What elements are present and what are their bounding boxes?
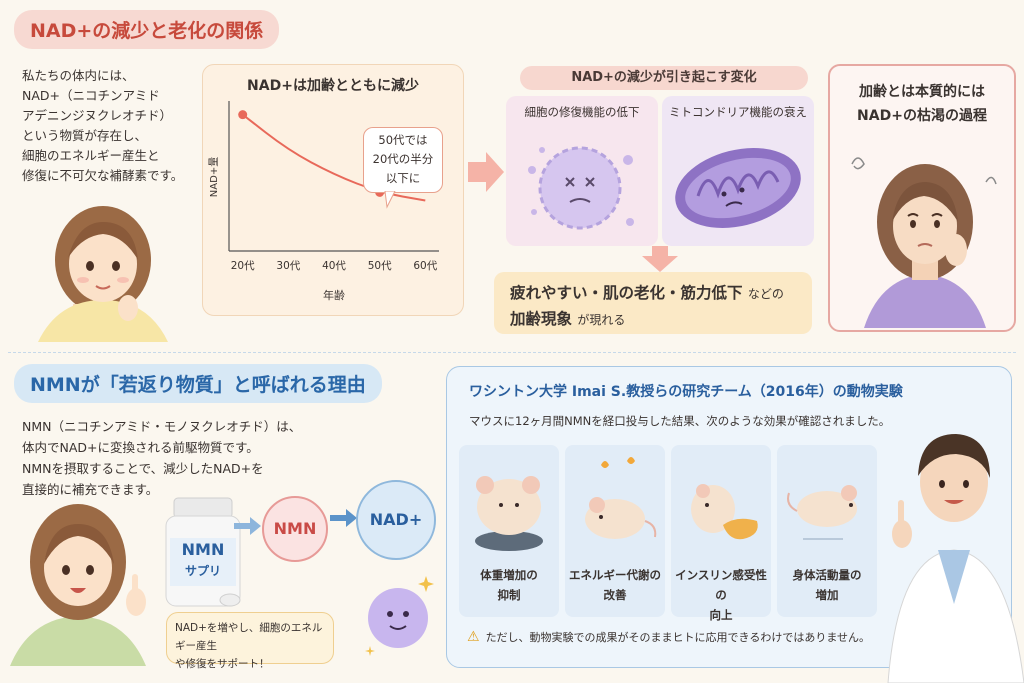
callout-pointer bbox=[384, 191, 396, 209]
nmn-line: 直接的に補充できます。 bbox=[22, 482, 159, 497]
result-line-2: 抑制 bbox=[497, 588, 521, 602]
happy-cell-icon bbox=[365, 576, 434, 656]
effects-aging: 加齢現象 bbox=[510, 310, 573, 328]
intro-text: 私たちの体内には、 NAD+（ニコチンアミド アデニンジヌクレオチド） という物質が存… bbox=[22, 66, 212, 186]
result-line-1: 体重増加の bbox=[480, 568, 538, 582]
mouse-pancreas-icon bbox=[691, 484, 758, 540]
study-subtitle: マウスに12ヶ月間NMNを経口投与した結果、次のような効果が確認されました。 bbox=[469, 414, 891, 428]
callout-line-3: 以下に bbox=[385, 171, 421, 185]
result-line-1: エネルギー代謝の bbox=[569, 568, 661, 582]
intro-line: 細胞のエネルギー産生と bbox=[22, 148, 160, 163]
nmn-line: NMN（ニコチンアミド・モノヌクレオチド）は、 bbox=[22, 419, 302, 434]
aging-essence-text: 加齢とは本質的には NAD+の枯渇の過程 bbox=[830, 80, 1014, 128]
warning-icon: ⚠ bbox=[467, 629, 480, 645]
nmn-line: NMNを摂取することで、減少したNAD+を bbox=[22, 461, 264, 476]
x-tick-label: 20代 bbox=[231, 260, 255, 272]
arrow-right-icon bbox=[234, 517, 261, 535]
worried-woman-illustration bbox=[851, 157, 997, 328]
intro-line: NAD+（ニコチンアミド bbox=[22, 88, 160, 103]
bottle-label-nmn: NMN bbox=[181, 540, 225, 559]
result-line-2: 向上 bbox=[709, 608, 733, 622]
study-warning: ⚠ ただし、動物実験での成果がそのままヒトに応用できるわけではありません。 bbox=[467, 629, 870, 645]
x-tick-label: 40代 bbox=[322, 260, 346, 272]
effects-line-2: 加齢現象 が現れる bbox=[510, 307, 625, 329]
result-line-2: 改善 bbox=[603, 588, 627, 602]
callout-line-2: 20代の半分 bbox=[372, 152, 434, 166]
nad-circle: NAD+ bbox=[356, 480, 436, 560]
result-label: エネルギー代謝の 改善 bbox=[565, 565, 665, 605]
intro-line: 私たちの体内には、 bbox=[22, 68, 135, 83]
result-line-2: 増加 bbox=[815, 588, 839, 602]
doctor-illustration bbox=[887, 434, 1024, 683]
nmn-circle: NMN bbox=[262, 496, 328, 562]
speech-bubble: NAD+を増やし、細胞のエネルギー産生 や修復をサポート！ bbox=[166, 612, 334, 670]
aging-line-1: 加齢とは本質的には bbox=[859, 84, 985, 100]
effects-suffix-2: が現れる bbox=[577, 313, 626, 327]
chart-title: NAD+は加齢とともに減少 bbox=[247, 78, 419, 94]
effects-line-1: 疲れやすい・肌の老化・筋力低下 などの bbox=[510, 281, 784, 303]
nmn-bottle-illustration bbox=[165, 497, 241, 607]
nmn-description: NMN（ニコチンアミド・モノヌクレオチド）は、 体内でNAD+に変換される前駆物質… bbox=[22, 416, 352, 500]
intro-line: アデニンジヌクレオチド） bbox=[22, 108, 173, 123]
speech-line-1: NAD+を増やし、細胞のエネルギー産生 bbox=[175, 622, 323, 652]
study-title: ワシントン大学 Imai S.教授らの研究チーム（2016年）の動物実験 bbox=[469, 384, 903, 400]
speech-line-2: や修復をサポート！ bbox=[175, 658, 270, 670]
result-line-1: インスリン感受性の bbox=[675, 568, 767, 602]
result-energy: エネルギー代謝の 改善 bbox=[565, 445, 665, 617]
cell-repair-label: 細胞の修復機能の低下 bbox=[524, 105, 640, 119]
result-weight: 体重増加の 抑制 bbox=[459, 445, 559, 617]
mitochondria-label: ミトコンドリア機能の衰え bbox=[669, 105, 807, 119]
highlight-point bbox=[238, 110, 248, 120]
arrow-right-icon bbox=[330, 509, 357, 527]
warning-text: ただし、動物実験での成果がそのままヒトに応用できるわけではありません。 bbox=[485, 631, 871, 644]
girl-pointing-illustration bbox=[10, 504, 146, 666]
x-tick-label: 30代 bbox=[276, 260, 300, 272]
x-tick-label: 60代 bbox=[413, 260, 437, 272]
girl-thinking-illustration bbox=[38, 206, 168, 342]
intro-line: 修復に不可欠な補酵素です。 bbox=[22, 168, 184, 183]
mouse-scale-icon bbox=[475, 476, 543, 551]
section-divider bbox=[8, 352, 1016, 353]
result-activity: 身体活動量の 増加 bbox=[777, 445, 877, 617]
result-label: 体重増加の 抑制 bbox=[459, 565, 559, 605]
result-line-1: 身体活動量の bbox=[792, 568, 862, 582]
arrow-down-icon bbox=[642, 246, 678, 272]
aging-line-2: NAD+の枯渇の過程 bbox=[857, 108, 987, 124]
result-label: 身体活動量の 増加 bbox=[777, 565, 877, 605]
intro-line: という物質が存在し、 bbox=[22, 128, 148, 143]
cell-repair-box: 細胞の修復機能の低下 bbox=[506, 96, 658, 246]
section-title-nad: NAD+の減少と老化の関係 bbox=[14, 10, 280, 49]
x-axis-label: 年齢 bbox=[323, 288, 345, 302]
effects-suffix-1: などの bbox=[747, 287, 784, 301]
study-card: ワシントン大学 Imai S.教授らの研究チーム（2016年）の動物実験 マウス… bbox=[446, 366, 1012, 668]
arrow-right-icon bbox=[468, 152, 504, 192]
nad-decline-line bbox=[242, 113, 426, 202]
chart-plot: NAD+量 年齢 20代 30代 40代 50代 60代 bbox=[208, 101, 439, 302]
mitochondria-icon bbox=[675, 148, 801, 228]
aging-essence-card: 加齢とは本質的には NAD+の枯渇の過程 bbox=[828, 64, 1016, 332]
aging-effects-box: 疲れやすい・肌の老化・筋力低下 などの 加齢現象 が現れる bbox=[494, 272, 812, 334]
y-axis-label: NAD+量 bbox=[208, 157, 220, 197]
effects-symptoms: 疲れやすい・肌の老化・筋力低下 bbox=[510, 284, 743, 302]
section-title-nmn: NMNが「若返り物質」と呼ばれる理由 bbox=[14, 364, 382, 403]
callout-line-1: 50代では bbox=[378, 133, 428, 147]
result-label: インスリン感受性の 向上 bbox=[671, 565, 771, 625]
result-insulin: インスリン感受性の 向上 bbox=[671, 445, 771, 622]
mouse-running-icon bbox=[787, 485, 857, 540]
bottle-label-supplement: サプリ bbox=[184, 564, 221, 578]
nad-decline-chart: NAD+は加齢とともに減少 NAD+量 年齢 20代 30代 40代 50代 60代 5… bbox=[202, 64, 464, 316]
mouse-energy-icon bbox=[585, 457, 657, 539]
chart-callout: 50代では 20代の半分 以下に bbox=[363, 127, 443, 193]
damaged-cell-icon bbox=[528, 146, 634, 230]
nmn-line: 体内でNAD+に変換される前駆物質です。 bbox=[22, 440, 259, 455]
mitochondria-box: ミトコンドリア機能の衰え bbox=[662, 96, 814, 246]
x-tick-label: 50代 bbox=[368, 260, 392, 272]
changes-title: NAD+の減少が引き起こす変化 bbox=[520, 66, 808, 90]
